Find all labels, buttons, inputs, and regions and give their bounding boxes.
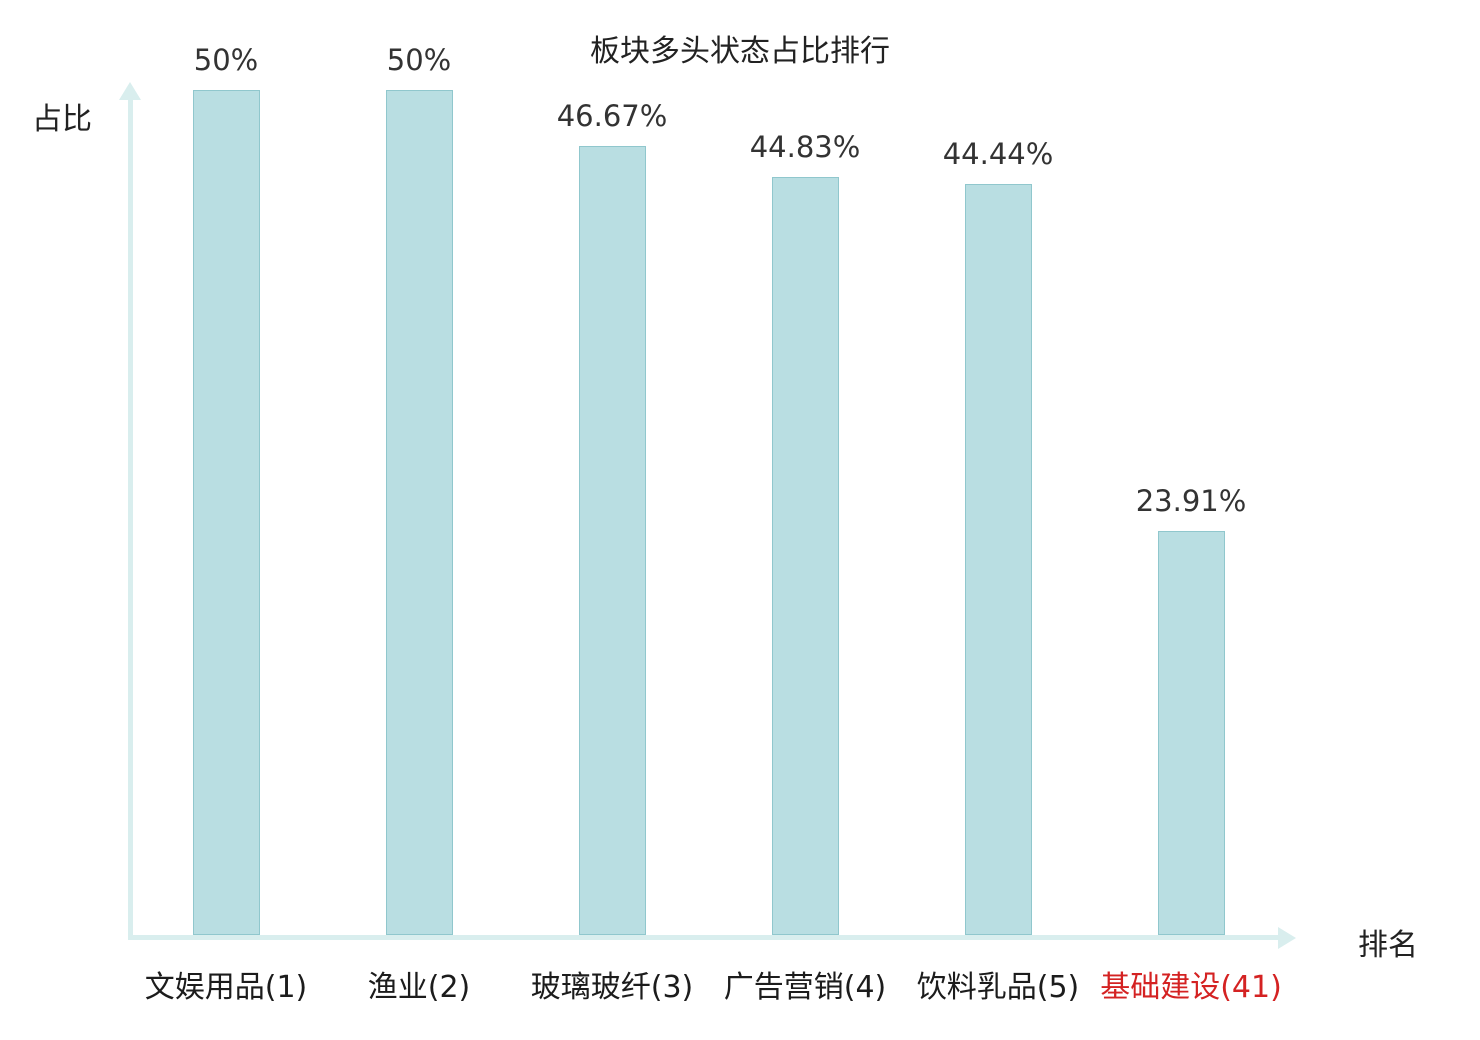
bar-value-label-0: 50% [193,43,259,77]
category-label-0: 文娱用品(1) [144,970,308,1005]
category-label-1: 渔业(2) [367,970,471,1005]
y-axis-line [128,98,133,940]
bar-value-label-3: 44.83% [749,130,861,164]
category-label-5: 基础建设(41) [1100,970,1282,1005]
bar-1 [385,90,453,935]
y-axis-label: 占比 [32,102,92,137]
bar-2 [578,146,646,935]
x-axis-label: 排名 [1358,928,1418,963]
bar-5 [1157,531,1225,935]
chart-title: 板块多头状态占比排行 [590,34,890,69]
category-label-4: 饮料乳品(5) [916,970,1080,1005]
category-label-3: 广告营销(4) [723,970,887,1005]
bar-value-label-1: 50% [386,43,452,77]
y-axis-arrow-icon [119,82,141,100]
bar-value-label-2: 46.67% [556,99,668,133]
x-axis-arrow-icon [1278,926,1296,949]
bar-3 [771,177,839,935]
bar-value-label-5: 23.91% [1135,484,1247,518]
bar-4 [964,184,1032,935]
bar-value-label-4: 44.44% [942,137,1054,171]
bar-0 [192,90,260,935]
x-axis-line [128,935,1280,940]
category-label-2: 玻璃玻纤(3) [530,970,694,1005]
